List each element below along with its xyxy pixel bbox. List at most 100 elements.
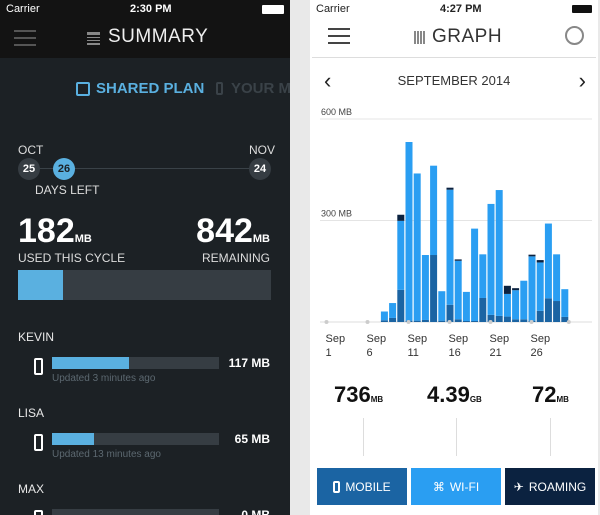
bar-mobile-sep-28: [544, 298, 552, 322]
page-title: SUMMARY: [108, 26, 209, 47]
bar-wi-fi-sep-10: [397, 220, 405, 290]
start-month: OCT: [18, 143, 44, 157]
bar-roaming-sep-26: [528, 254, 536, 257]
bar-roaming-sep-10: [397, 214, 405, 221]
bar-wi-fi-sep-12: [413, 173, 421, 321]
member-usage-bar: [52, 357, 219, 369]
phone-icon: [333, 480, 341, 493]
member-usage-bar: [52, 433, 219, 445]
bar-wi-fi-sep-17: [454, 260, 462, 320]
bar-wi-fi-sep-30: [561, 289, 569, 317]
y-tick-label: 600 MB: [321, 107, 352, 117]
bar-wi-fi-sep-14: [430, 165, 438, 256]
divider: [456, 418, 457, 456]
menu-icon[interactable]: [14, 30, 36, 46]
bar-mobile-sep-27: [536, 310, 544, 322]
bar-mobile-sep-13: [421, 319, 429, 322]
next-month-button[interactable]: ›: [578, 68, 586, 93]
bar-mobile-sep-19: [471, 320, 479, 322]
timeline-line: [30, 168, 260, 169]
tab-your[interactable]: YOUR M: [216, 80, 290, 97]
bar-mobile-sep-23: [503, 316, 511, 322]
x-tick-dot: [406, 320, 411, 324]
carrier: Carrier: [316, 3, 350, 15]
roaming-button[interactable]: ✈ ROAMING: [505, 468, 595, 505]
bar-wi-fi-sep-21: [487, 203, 495, 315]
x-tick-sublabel: 6: [367, 347, 373, 359]
bar-wi-fi-sep-19: [471, 228, 479, 321]
graph-screen: Carrier 4:27 PM GRAPH ‹ SEPTEMBER 2014 ›…: [310, 0, 598, 515]
member-usage-fill: [52, 433, 94, 445]
summary-screen: Carrier 2:30 PM SUMMARY SHARED PLAN YOUR…: [0, 0, 290, 515]
bar-wi-fi-sep-22: [495, 190, 503, 316]
page-title: GRAPH: [432, 26, 503, 47]
bar-wi-fi-sep-20: [479, 254, 487, 298]
tab-shared-plan[interactable]: SHARED PLAN: [76, 80, 204, 97]
member-usage-bar: [52, 509, 219, 515]
x-tick-dot: [566, 320, 571, 324]
member-updated: Updated 13 minutes ago: [52, 449, 161, 460]
clock-icon[interactable]: [565, 26, 584, 45]
bar-mobile-sep-17: [454, 319, 462, 322]
member-name: KEVIN: [18, 330, 55, 344]
member-name: LISA: [18, 406, 45, 420]
bar-roaming-sep-27: [536, 260, 544, 263]
member-name: MAX: [18, 482, 45, 496]
bar-wi-fi-sep-26: [528, 256, 536, 321]
member-usage-fill: [52, 357, 129, 369]
bar-mobile-sep-21: [487, 314, 495, 322]
x-tick-label: Sep: [326, 333, 346, 345]
remaining-label: REMAINING: [201, 251, 270, 265]
start-day: 25: [18, 158, 40, 180]
x-tick-label: Sep: [367, 333, 387, 345]
member-usage: 0 MB: [241, 508, 270, 515]
x-tick-label: Sep: [531, 333, 551, 345]
bar-wi-fi-sep-15: [438, 291, 446, 321]
month-label: SEPTEMBER 2014: [397, 73, 511, 88]
usage-chart: 300 MB 600 MB Sep 1 Sep 6 Sep 11 Sep 16 Sep 21 Sep 26: [320, 107, 592, 359]
clock: 4:27 PM: [440, 3, 482, 15]
x-tick-dot: [447, 320, 452, 324]
phone-icon: [216, 82, 223, 95]
usage-bar: [18, 270, 271, 300]
end-month: NOV: [249, 143, 276, 157]
bar-roaming-sep-17: [454, 259, 462, 261]
bar-wi-fi-sep-9: [389, 303, 397, 318]
status-bar: Carrier 2:30 PM: [0, 0, 290, 18]
bar-wi-fi-sep-8: [380, 311, 388, 321]
bar-roaming-sep-16: [446, 187, 454, 190]
menu-icon[interactable]: [328, 28, 350, 44]
bar-mobile-sep-12: [413, 320, 421, 322]
bar-mobile-sep-9: [389, 317, 397, 322]
x-tick-dot: [488, 320, 493, 324]
current-day: 26: [53, 158, 75, 180]
phone-icon: [34, 434, 43, 451]
divider: [363, 418, 364, 456]
x-tick-sublabel: 11: [408, 347, 419, 359]
member-usage: 65 MB: [234, 432, 270, 446]
divider: [550, 418, 551, 456]
bar-mobile-sep-30: [561, 316, 569, 322]
bar-roaming-sep-23: [503, 285, 511, 294]
member-updated: Updated 3 minutes ago: [52, 373, 156, 384]
mobile-button[interactable]: MOBILE: [317, 468, 407, 505]
bar-wi-fi-sep-28: [544, 223, 552, 299]
clock: 2:30 PM: [130, 3, 172, 15]
x-tick-sublabel: 21: [490, 347, 502, 359]
bar-mobile-sep-25: [520, 319, 528, 322]
x-tick-label: Sep: [408, 333, 428, 345]
x-tick-sublabel: 26: [531, 347, 543, 359]
bar-mobile-sep-14: [430, 255, 438, 322]
bar-wi-fi-sep-25: [520, 280, 528, 320]
wifi-button[interactable]: ⌘ WI-FI: [411, 468, 501, 505]
x-tick-dot: [365, 320, 370, 324]
status-bar: Carrier 4:27 PM: [310, 0, 598, 18]
usage-bar-fill: [18, 270, 64, 300]
bar-mobile-sep-15: [438, 320, 446, 322]
bar-mobile-sep-20: [479, 297, 487, 322]
roaming-total: 72MB: [532, 382, 569, 407]
wifi-total: 4.39GB: [427, 382, 482, 407]
bar-wi-fi-sep-24: [512, 290, 520, 320]
used-value: 182MB: [18, 212, 92, 250]
prev-month-button[interactable]: ‹: [324, 68, 332, 93]
